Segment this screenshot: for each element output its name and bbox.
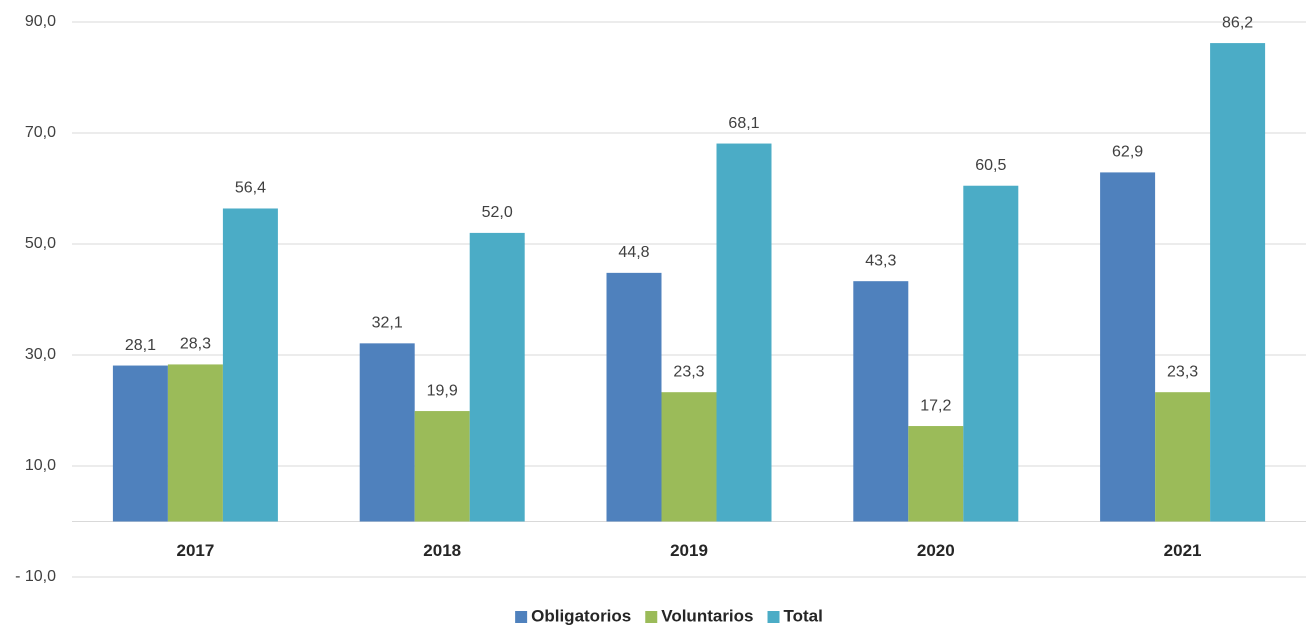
bar (963, 185, 1019, 522)
legend-swatch (515, 611, 528, 623)
x-tick-label: 2021 (1164, 541, 1202, 560)
data-label: 32,1 (372, 315, 403, 332)
data-label: 17,2 (920, 397, 951, 414)
y-tick-label: 90,0 (25, 13, 56, 30)
bar (1155, 392, 1211, 522)
bar (908, 426, 964, 522)
x-tick-label: 2020 (917, 541, 955, 560)
data-label: 86,2 (1222, 14, 1253, 31)
data-label: 56,4 (235, 180, 266, 197)
bar (469, 232, 525, 522)
bar (167, 364, 223, 522)
data-label: 23,3 (673, 363, 704, 380)
data-label: 62,9 (1112, 144, 1143, 161)
x-tick-label: 2019 (670, 541, 708, 560)
data-label: 60,5 (975, 157, 1006, 174)
bar (716, 143, 772, 522)
bar (1100, 172, 1156, 522)
legend-label: Voluntarios (661, 606, 753, 625)
data-label: 43,3 (865, 252, 896, 269)
y-tick-label: - 10,0 (15, 568, 56, 585)
x-tick-label: 2017 (176, 541, 214, 560)
bar (853, 281, 909, 522)
data-label: 19,9 (427, 382, 458, 399)
x-tick-label: 2018 (423, 541, 461, 560)
data-label: 28,3 (180, 336, 211, 353)
bar (222, 208, 278, 522)
y-tick-label: 70,0 (25, 124, 56, 141)
data-label: 28,1 (125, 337, 156, 354)
bar (606, 272, 662, 522)
bar (112, 365, 168, 522)
data-label: 44,8 (618, 244, 649, 261)
bar (414, 411, 470, 522)
y-tick-label: 30,0 (25, 346, 56, 363)
bar (1210, 43, 1266, 522)
bar (359, 343, 415, 522)
legend-label: Obligatorios (531, 606, 631, 625)
data-label: 52,0 (482, 204, 513, 221)
legend-swatch (645, 611, 658, 623)
bar (661, 392, 717, 522)
data-label: 23,3 (1167, 363, 1198, 380)
y-tick-label: 50,0 (25, 235, 56, 252)
legend-swatch (767, 611, 780, 623)
data-label: 68,1 (728, 115, 759, 132)
y-tick-label: 10,0 (25, 457, 56, 474)
legend-label: Total (784, 606, 823, 625)
